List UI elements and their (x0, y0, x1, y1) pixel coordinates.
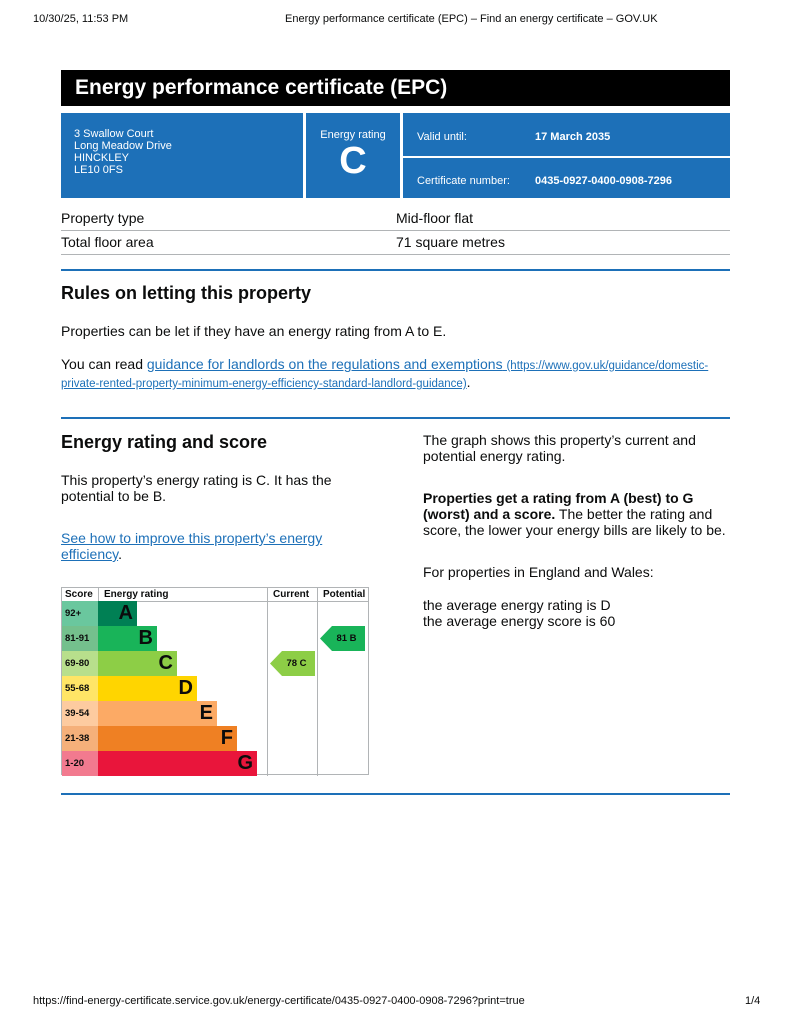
band-score-a: 92+ (62, 601, 98, 626)
divider (61, 793, 730, 795)
divider (267, 588, 268, 776)
cert-label: Certificate number: (417, 175, 510, 187)
certificate-number: Certificate number: 0435-0927-0400-0908-… (403, 158, 730, 198)
band-f: F (98, 726, 237, 751)
address-line: 3 Swallow Court (74, 128, 154, 140)
band-score-b: 81-91 (62, 626, 98, 651)
score-heading: Energy rating and score (61, 432, 268, 452)
rating-label: Energy rating (320, 129, 386, 141)
divider (61, 269, 730, 271)
graph-explainer: The graph shows this property’s current … (423, 432, 696, 464)
valid-value: 17 March 2035 (535, 131, 611, 143)
rules-heading: Rules on letting this property (61, 283, 312, 303)
row-value: 71 square metres (396, 234, 505, 250)
address-line: LE10 0FS (74, 164, 123, 176)
band-b: B (98, 626, 157, 651)
average-rating: the average energy rating is D (423, 597, 611, 613)
property-type-row: Property type Mid-floor flat (61, 207, 730, 231)
floor-area-row: Total floor area 71 square metres (61, 231, 730, 255)
band-score-e: 39-54 (62, 701, 98, 726)
row-label: Total floor area (61, 234, 154, 250)
link-text: guidance for landlords on the regulation… (146, 356, 503, 372)
cert-value: 0435-0927-0400-0908-7296 (535, 175, 673, 187)
print-title: Energy performance certificate (EPC) – F… (285, 13, 658, 25)
score-text: This property’s energy rating is C. It h… (61, 472, 332, 504)
text: You can read (61, 356, 147, 372)
band-d: D (98, 676, 197, 701)
row-value: Mid-floor flat (396, 210, 474, 226)
band-c: C (98, 651, 177, 676)
divider (317, 588, 318, 776)
print-url: https://find-energy-certificate.service.… (33, 995, 525, 1007)
rating-letter: C (339, 140, 367, 182)
guidance-link[interactable]: guidance for landlords on the regulation… (61, 356, 708, 390)
improve-paragraph: See how to improve this property’s energ… (61, 530, 336, 562)
band-e: E (98, 701, 217, 726)
rating-explainer: Properties get a rating from A (best) to… (423, 490, 733, 538)
band-score-g: 1-20 (62, 751, 98, 776)
band-g: G (98, 751, 257, 776)
header-score: Score (65, 589, 93, 600)
energy-rating-graph: Score Energy rating Current Potential 92… (61, 587, 369, 776)
divider (61, 417, 730, 419)
address-block: 3 Swallow Court Long Meadow Drive HINCKL… (61, 113, 303, 198)
average-score: the average energy score is 60 (423, 613, 616, 629)
print-page: 1/4 (745, 995, 761, 1007)
row-label: Property type (61, 210, 145, 226)
band-score-f: 21-38 (62, 726, 98, 751)
address-line: Long Meadow Drive (74, 140, 172, 152)
link-url: (https://www.gov.uk/guidance/domestic-pr… (61, 360, 709, 390)
header-rating: Energy rating (104, 589, 169, 600)
band-score-d: 55-68 (62, 676, 98, 701)
current-rating-arrow: 78 C (270, 651, 315, 676)
header-current: Current (273, 589, 310, 600)
rules-text: Properties can be let if they have an en… (61, 323, 447, 339)
header-potential: Potential (323, 589, 366, 600)
rules-guidance: You can read guidance for landlords on t… (61, 356, 721, 392)
improve-link[interactable]: See how to improve this property’s energ… (61, 530, 323, 562)
bold-text: Properties get a rating from A (best) to… (423, 490, 694, 522)
band-a: A (98, 601, 137, 626)
region-text: For properties in England and Wales: (423, 564, 654, 580)
potential-rating-arrow: 81 B (320, 626, 365, 651)
text: The better the rating and score, the low… (423, 506, 726, 538)
text: . (118, 546, 122, 562)
print-date: 10/30/25, 11:53 PM (33, 13, 129, 25)
text: . (466, 374, 471, 390)
graph-header (62, 588, 369, 602)
address-line: HINCKLEY (74, 152, 130, 164)
valid-label: Valid until: (417, 131, 467, 143)
rating-block: Energy rating C (306, 113, 400, 198)
divider (98, 588, 99, 601)
band-score-c: 69-80 (62, 651, 98, 676)
page-title: Energy performance certificate (EPC) (61, 70, 730, 106)
valid-until: Valid until: 17 March 2035 (403, 113, 730, 156)
